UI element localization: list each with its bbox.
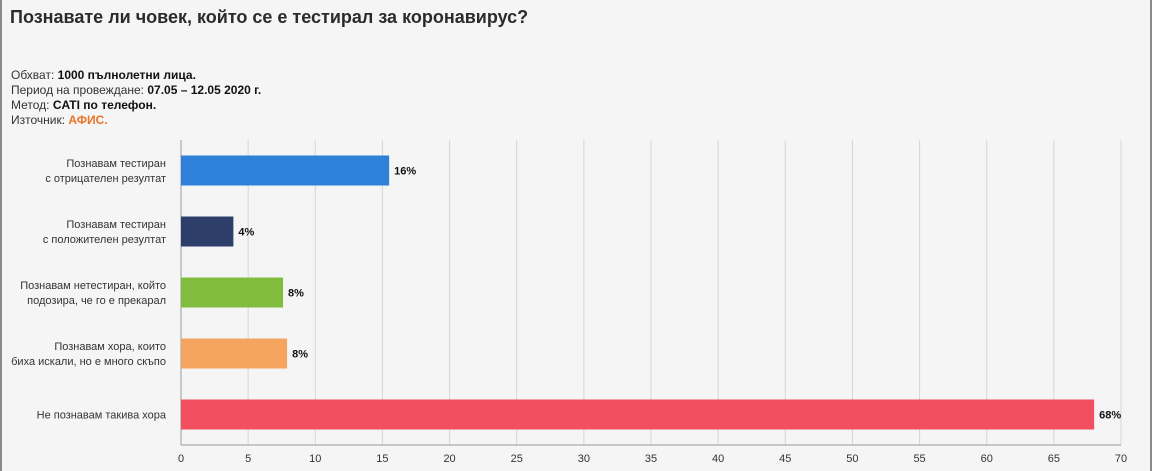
- category-label-line: с отрицателен резултат: [45, 173, 166, 185]
- meta-source-value: АФИС.: [68, 113, 108, 127]
- bar-value-label: 68%: [1099, 410, 1121, 422]
- bar: [181, 399, 1095, 430]
- x-tick-label: 60: [981, 453, 993, 465]
- category-label-line: Познавам тестиран: [66, 158, 166, 170]
- x-tick-label: 15: [376, 453, 388, 465]
- x-tick-label: 45: [779, 453, 791, 465]
- bar-value-label: 8%: [292, 349, 308, 361]
- category-label-line: подозира, че го е прекарал: [27, 295, 166, 307]
- x-tick-label: 40: [712, 453, 724, 465]
- x-tick-label: 65: [1048, 453, 1060, 465]
- x-tick-label: 70: [1115, 453, 1127, 465]
- category-label: Познавам нетестиран, който подозира, че г…: [20, 280, 166, 307]
- frame-left-border: [0, 0, 2, 471]
- category-label-line: Познавам нетестиран, който: [20, 280, 166, 292]
- meta-method-value: CATI по телефон.: [52, 98, 157, 112]
- bar: [181, 155, 390, 186]
- x-tick-label: 10: [309, 453, 321, 465]
- x-tick-label: 30: [578, 453, 590, 465]
- meta-method-label: Метод:: [11, 98, 50, 112]
- meta-period-value: 07.05 – 12.05 2020 г.: [147, 83, 262, 97]
- meta-source-label: Източник:: [11, 113, 66, 127]
- bar-value-label: 16%: [394, 166, 416, 178]
- x-tick-label: 50: [846, 453, 858, 465]
- category-label-line: Не познавам такива хора: [37, 410, 167, 422]
- meta-method-row: Метод: CATI по телефон.: [11, 98, 261, 113]
- chart-title: Познавате ли човек, който се е тестирал …: [10, 7, 529, 27]
- category-label: Познавам тестиран с отрицателен резултат: [45, 158, 166, 185]
- x-tick-label: 5: [245, 453, 251, 465]
- bar-value-label: 8%: [288, 288, 304, 300]
- x-tick-label: 25: [511, 453, 523, 465]
- category-label-line: биха искали, но е много скъпо: [11, 356, 166, 368]
- meta-period-label: Период на провеждане:: [11, 83, 145, 97]
- x-tick-label: 55: [913, 453, 925, 465]
- category-label-line: Познавам хора, които: [54, 341, 166, 353]
- category-label: Познавам тестиран с положителен резултат: [43, 219, 166, 246]
- x-tick-label: 20: [443, 453, 455, 465]
- meta-sample-row: Обхват: 1000 пълнолетни лица.: [11, 68, 261, 83]
- meta-sample-value: 1000 пълнолетни лица.: [57, 68, 196, 82]
- meta-source-row: Източник: АФИС.: [11, 113, 261, 128]
- bar: [181, 277, 284, 308]
- category-label-line: Познавам тестиран: [66, 219, 166, 231]
- bar: [181, 216, 234, 247]
- survey-meta: Обхват: 1000 пълнолетни лица. Период на …: [11, 68, 261, 128]
- bar: [181, 338, 288, 369]
- category-label: Не познавам такива хора: [37, 410, 167, 422]
- x-tick-label: 0: [178, 453, 184, 465]
- category-label: Познавам хора, които биха искали, но е мн…: [11, 341, 166, 368]
- meta-period-row: Период на провеждане: 07.05 – 12.05 2020…: [11, 83, 261, 98]
- category-label-line: с положителен резултат: [43, 234, 166, 246]
- meta-sample-label: Обхват:: [11, 68, 55, 82]
- x-tick-label: 35: [645, 453, 657, 465]
- frame-right-border: [1150, 0, 1152, 471]
- bar-value-label: 4%: [238, 227, 254, 239]
